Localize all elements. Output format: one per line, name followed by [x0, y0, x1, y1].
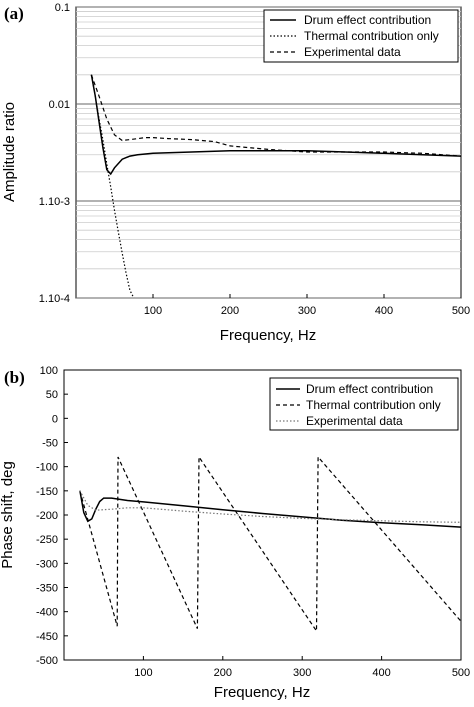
y-tick-label: -450 — [36, 631, 58, 643]
y-tick-labels-a: 0.1 0.01 1.10-3 1.10-4 — [39, 2, 70, 305]
y-tick-labels-b: 100 50 0 -50 -100 -150 -200 -250 -300 -350 -400 -45… — [36, 365, 68, 667]
x-tick-label: 500 — [452, 305, 470, 317]
series-line-thermal-contribution-only — [90, 74, 135, 299]
y-tick-label: 0 — [52, 413, 58, 425]
panel-label-a: (a) — [4, 4, 24, 23]
y-tick-label: -50 — [42, 438, 58, 450]
y-tick-label: -200 — [36, 510, 58, 522]
chart-panel-b: 100500-50-100-150-200-250-300-350-400-45… — [0, 365, 470, 701]
y-tick-label: 0.01 — [49, 99, 70, 111]
x-axis-label-b: Frequency, Hz — [214, 684, 310, 701]
legend-label-drum-a: Drum effect contribution — [304, 13, 431, 27]
x-tick-label: 100 — [144, 305, 162, 317]
series-lines-a — [90, 74, 462, 299]
x-tick-label: 400 — [372, 667, 390, 679]
x-tick-label: 400 — [375, 305, 393, 317]
y-tick-label: -150 — [36, 486, 58, 498]
x-axis-label-a: Frequency, Hz — [220, 327, 316, 344]
legend-box-b — [269, 377, 459, 431]
x-tick-label: 300 — [293, 667, 311, 679]
x-tick-label: 300 — [298, 305, 316, 317]
panel-label-b: (b) — [4, 368, 25, 387]
x-tick-label: 100 — [134, 667, 152, 679]
legend-label-thermal-b: Thermal contribution only — [306, 398, 441, 412]
legend-a: Drum effect contribution Thermal contrib… — [263, 9, 459, 63]
x-tick-label: 200 — [221, 305, 239, 317]
y-tick-label: -500 — [36, 655, 58, 667]
x-tick-label: 200 — [214, 667, 232, 679]
series-line-experimental-data — [90, 74, 462, 157]
x-tick-labels-b: 100 200 300 400 500 — [134, 656, 470, 679]
legend-label-thermal-a: Thermal contribution only — [304, 29, 439, 43]
legend-box-a — [263, 9, 459, 63]
legend-label-experimental-b: Experimental data — [306, 414, 403, 428]
y-tick-label: 100 — [40, 365, 58, 377]
series-line-thermal-contribution-only — [79, 455, 462, 633]
y-tick-label: -350 — [36, 583, 58, 595]
y-tick-label: -400 — [36, 607, 58, 619]
y-tick-label: -250 — [36, 534, 58, 546]
chart-panel-a: 0.10.011.10-31.10-4 100 200 300 400 500 (a) … — [1, 2, 470, 344]
series-line-drum-effect-contribution — [90, 74, 462, 176]
series-lines-b — [79, 455, 462, 633]
x-tick-label: 500 — [452, 667, 470, 679]
y-axis-label-a: Amplitude ratio — [1, 102, 18, 202]
y-tick-label: 1.10-3 — [39, 196, 70, 208]
y-tick-label: -100 — [36, 462, 58, 474]
legend-b: Drum effect contribution Thermal contrib… — [269, 377, 459, 431]
y-tick-label: -300 — [36, 558, 58, 570]
y-tick-label: 0.1 — [55, 2, 70, 14]
series-line-drum-effect-contribution — [79, 490, 462, 528]
y-tick-label: 50 — [46, 389, 58, 401]
x-tick-labels-a: 100 200 300 400 500 — [144, 294, 470, 317]
y-axis-label-b: Phase shift, deg — [0, 461, 16, 569]
legend-label-experimental-a: Experimental data — [304, 45, 401, 59]
legend-label-drum-b: Drum effect contribution — [306, 382, 433, 396]
y-tick-label: 1.10-4 — [39, 293, 70, 305]
series-line-experimental-data — [79, 490, 462, 523]
